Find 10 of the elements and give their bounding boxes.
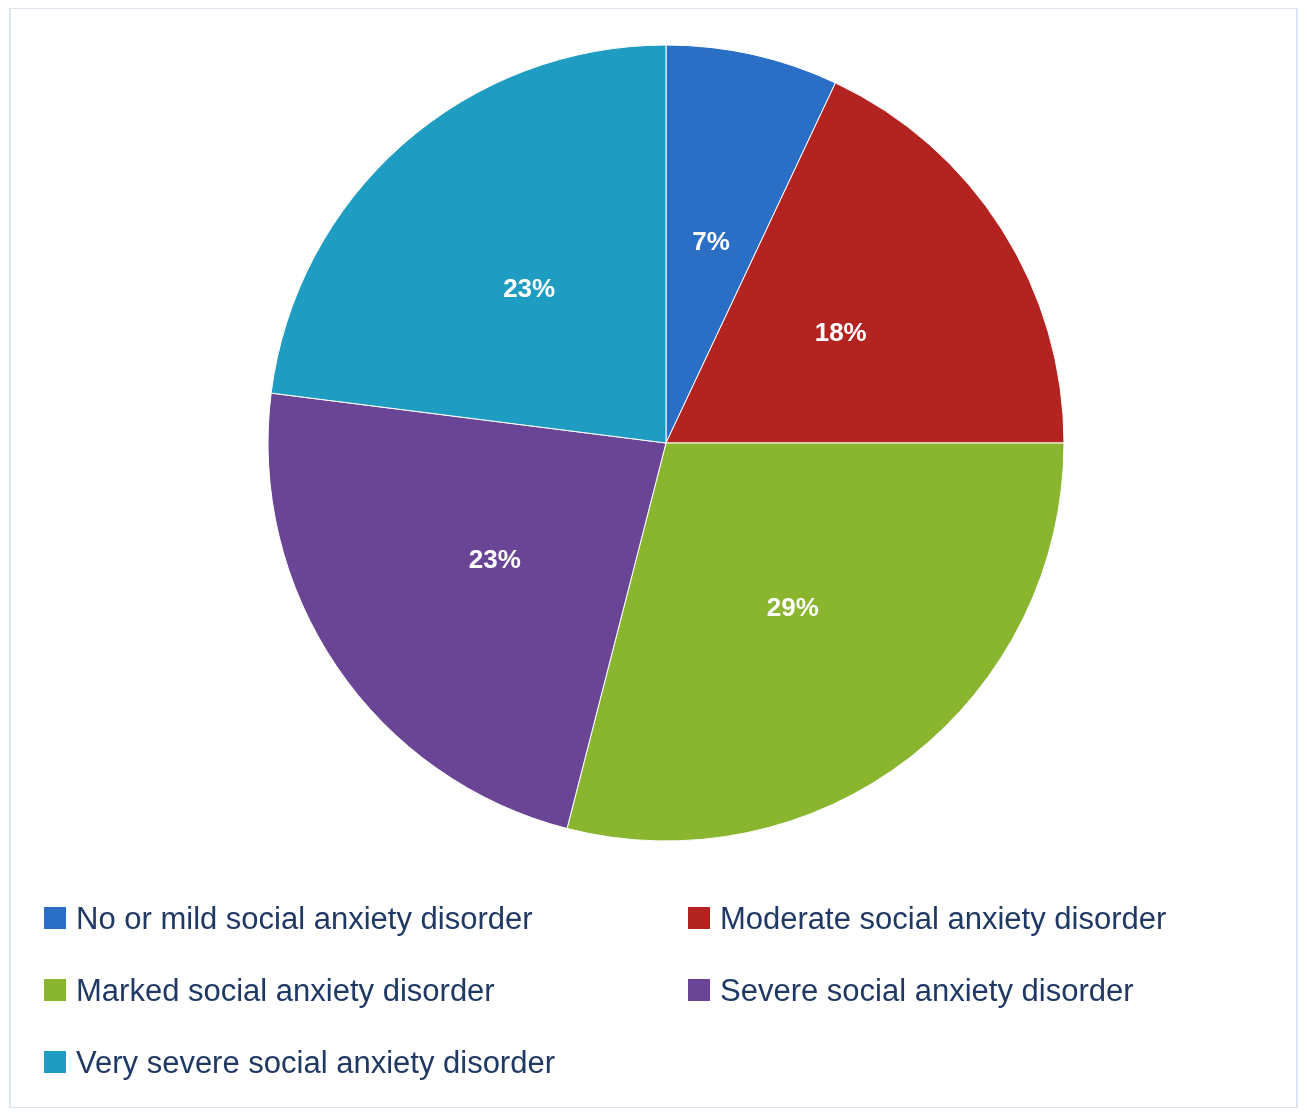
legend-label: Moderate social anxiety disorder — [720, 900, 1167, 936]
data-label: 23% — [503, 272, 556, 303]
legend-label: Marked social anxiety disorder — [76, 972, 495, 1008]
data-label: 7% — [692, 226, 730, 257]
data-label: 18% — [814, 317, 867, 348]
legend-label: No or mild social anxiety disorder — [76, 900, 533, 936]
legend-label: Very severe social anxiety disorder — [76, 1044, 556, 1080]
data-label: 23% — [468, 544, 521, 575]
legend-label: Severe social anxiety disorder — [720, 972, 1134, 1008]
data-label: 29% — [766, 591, 819, 622]
